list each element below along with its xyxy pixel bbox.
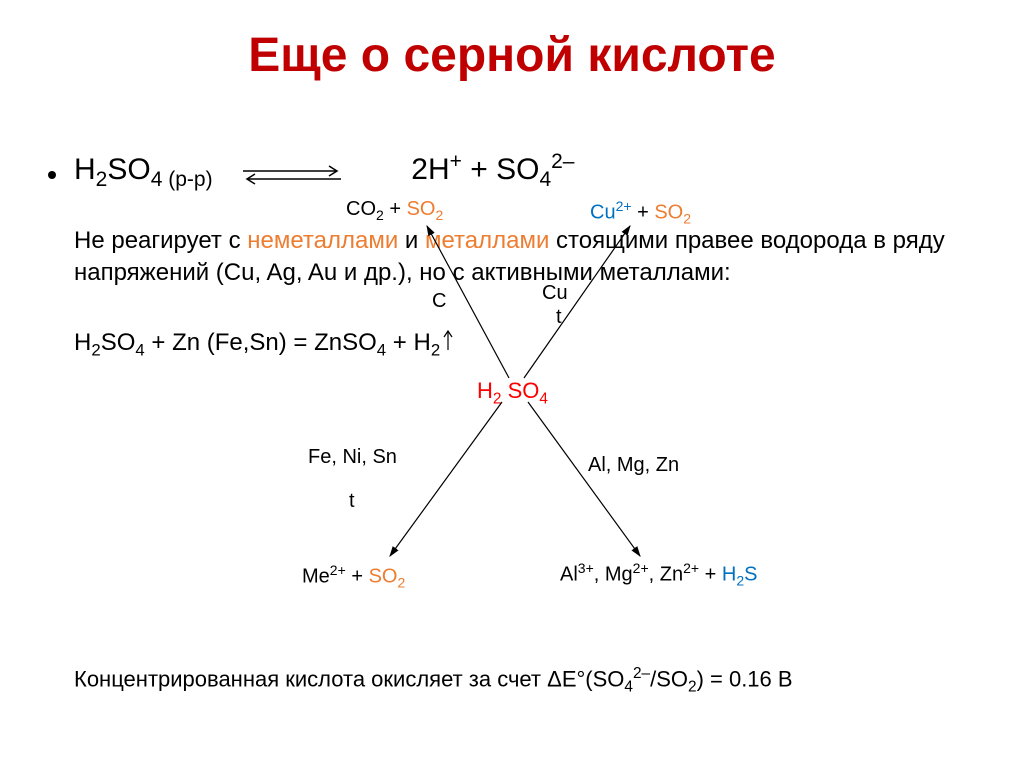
ann-tr-cu-sup: 2+ (616, 198, 632, 214)
br-zn-sup: 2+ (683, 560, 699, 576)
ann-below-left-2: t (349, 490, 355, 513)
ann-tl-so-sub: 2 (436, 207, 444, 223)
title-text: Еще о серной кислоте (248, 29, 775, 82)
ann-tl-co: CO (346, 198, 376, 220)
gas-arrow-icon (442, 328, 454, 359)
footer-slash: /SO (650, 667, 688, 692)
eq1-h-sup: + (450, 150, 462, 173)
br-al-sup: 3+ (578, 560, 594, 576)
ann-bottom-left: Me2+ + SO2 (302, 562, 405, 591)
equation-1: H2SO4 (р-р) 2H+ + SO42– (74, 150, 574, 192)
eq2-h: H (74, 329, 91, 356)
ann-tl-co-sub: 2 (376, 207, 384, 223)
bl-plus: + (346, 566, 369, 588)
bl-so: SO (369, 566, 398, 588)
eq1-h: H (74, 153, 96, 186)
eq2-h2-sub: 2 (431, 341, 440, 360)
ann-tr-so-sub: 2 (683, 211, 691, 227)
footer-so4-sub: 4 (624, 679, 633, 696)
ann-below-right: Al, Mg, Zn (588, 454, 679, 477)
br-plus: + (699, 564, 722, 586)
ann-top-right: Cu2+ + SO2 (590, 198, 691, 227)
cf-h: H (477, 378, 493, 403)
cf-so-sub: 4 (539, 390, 548, 407)
ann-mid-cu: Cu (542, 282, 568, 305)
br-h: H (722, 564, 736, 586)
ann-tr-cu: Cu (590, 202, 616, 224)
equilibrium-arrow-icon (237, 161, 347, 181)
ann-top-left: CO2 + SO2 (346, 198, 443, 223)
br-al: Al (560, 564, 578, 586)
body-paragraph: Не реагирует с неметаллами и металлами с… (74, 225, 974, 290)
eq1-so-sub: 4 (р-р) (151, 168, 213, 191)
ann-bottom-right: Al3+, Mg2+, Zn2+ + H2S (560, 560, 757, 589)
br-h-sub: 2 (736, 573, 744, 589)
eq2-h2: + H (386, 329, 431, 356)
eq1-so4-sub: 4 (539, 168, 551, 191)
cf-so: SO (508, 378, 540, 403)
eq1-h-sub: 2 (96, 168, 108, 191)
equation-1-row: H2SO4 (р-р) 2H+ + SO42– (48, 150, 574, 192)
body-p1: Не реагирует с (74, 227, 247, 254)
br-s: S (744, 564, 757, 586)
ann-tl-plus: + (384, 198, 407, 220)
footer-text: Концентрированная кислота окисляет за сч… (74, 665, 793, 697)
body-p2: и (398, 227, 425, 254)
br-c2: , Zn (649, 564, 683, 586)
eq1-rhs: 2H+ + SO42– (411, 153, 574, 186)
footer-so4-sup: 2– (633, 665, 650, 682)
equation-2: H2SO4 + Zn (Fe,Sn) = ZnSO4 + H2 (74, 328, 454, 361)
bullet-icon (48, 171, 56, 179)
footer-so2-sub: 2 (688, 679, 697, 696)
br-c1: , Mg (594, 564, 633, 586)
ann-tr-plus: + (632, 202, 655, 224)
eq2-zn-sub: 4 (377, 341, 386, 360)
bl-me-sup: 2+ (330, 562, 346, 578)
footer-p1: Концентрированная кислота окисляет за сч… (74, 667, 547, 692)
footer-end: ) = 0.16 В (697, 667, 793, 692)
footer-e: E°(SO (562, 667, 625, 692)
eq1-so: SO (107, 153, 150, 186)
bl-so-sub: 2 (397, 575, 405, 591)
eq1-2h: 2H (411, 153, 449, 186)
center-h2so4: H2 SO4 (477, 378, 548, 408)
eq2-h-sub: 2 (91, 341, 100, 360)
footer-delta: Δ (547, 667, 562, 692)
ann-mid-t: t (556, 306, 562, 329)
ann-tr-so: SO (654, 202, 683, 224)
bl-me: Me (302, 566, 330, 588)
eq1-plus-so: + SO (462, 153, 540, 186)
ann-below-left-1: Fe, Ni, Sn (308, 446, 397, 469)
br-mg-sup: 2+ (633, 560, 649, 576)
eq1-so4-sup: 2– (551, 150, 574, 173)
ann-mid-c: C (432, 290, 446, 313)
ann-tl-so: SO (407, 198, 436, 220)
eq2-so: SO (101, 329, 136, 356)
page-title: Еще о серной кислоте (0, 0, 1024, 83)
eq2-zn: + Zn (Fe,Sn) = ZnSO (145, 329, 377, 356)
eq2-so-sub: 4 (135, 341, 144, 360)
metals-word: металлами (425, 227, 549, 254)
nonmetals-word: неметаллами (247, 227, 398, 254)
